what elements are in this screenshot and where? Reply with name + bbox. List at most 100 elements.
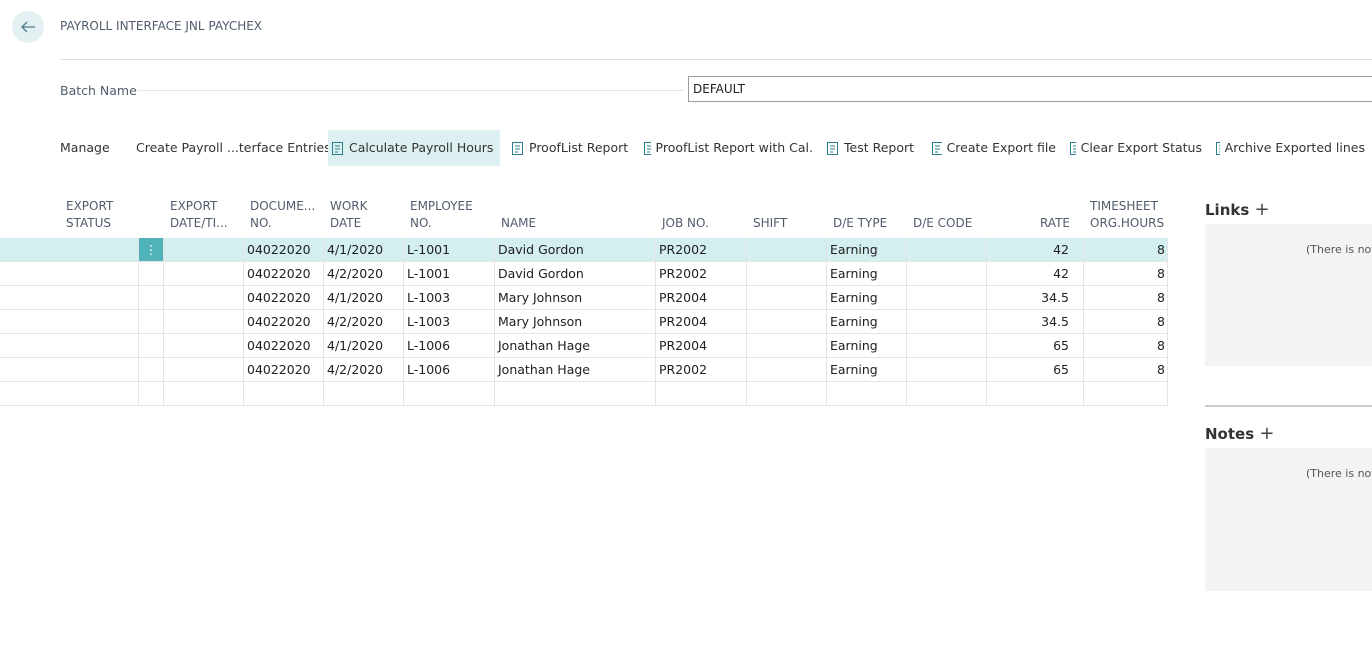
table-cell: Earning	[827, 310, 907, 334]
notes-title-text: Notes	[1205, 425, 1255, 443]
action-button[interactable]: Manage	[60, 130, 120, 166]
page-title: PAYROLL INTERFACE JNL PAYCHEX	[60, 19, 263, 33]
table-cell: 65	[987, 334, 1084, 358]
column-header[interactable]: D/E CODE	[913, 216, 973, 230]
row-selector[interactable]	[0, 382, 60, 406]
row-selector[interactable]	[0, 334, 60, 358]
action-icon	[512, 141, 523, 155]
column-header[interactable]: WORK	[330, 199, 368, 213]
table-cell: 4/2/2020	[324, 262, 404, 286]
action-button[interactable]: Clear Export Status	[1066, 130, 1202, 166]
action-label: Create Export file	[946, 140, 1056, 155]
table-cell	[139, 358, 164, 382]
action-button[interactable]: Create Export file	[928, 130, 1056, 166]
action-label: Clear Export Status	[1080, 140, 1202, 155]
table-cell	[907, 334, 987, 358]
table-cell: 4/2/2020	[324, 310, 404, 334]
table-cell	[60, 334, 139, 358]
table-cell	[139, 286, 164, 310]
table-cell	[656, 382, 747, 406]
action-label: Calculate Payroll Hours	[349, 140, 494, 155]
action-button[interactable]: Test Report	[823, 130, 921, 166]
action-icon	[1070, 141, 1076, 155]
table-cell	[60, 286, 139, 310]
column-header[interactable]: RATE	[1039, 216, 1070, 230]
table-cell: Earning	[827, 334, 907, 358]
table-cell	[139, 382, 164, 406]
table-cell	[907, 310, 987, 334]
column-header[interactable]: NO.	[250, 216, 272, 230]
table-cell: PR2002	[656, 238, 747, 262]
table-cell	[164, 310, 244, 334]
back-button[interactable]	[12, 11, 44, 43]
table-cell: 04022020	[244, 262, 324, 286]
batch-label: Batch Name	[60, 83, 137, 98]
action-icon	[932, 141, 942, 155]
table-cell	[60, 262, 139, 286]
table-cell	[495, 382, 656, 406]
table-cell: 65	[987, 358, 1084, 382]
action-button[interactable]: ProofList Report with Cal.	[640, 130, 813, 166]
column-header[interactable]: DOCUME...	[250, 199, 316, 213]
table-cell: 8	[1084, 334, 1168, 358]
row-selector[interactable]	[0, 310, 60, 334]
action-label: Manage	[60, 140, 110, 155]
links-empty: (There is noth	[1306, 243, 1372, 256]
table-cell: Mary Johnson	[495, 286, 656, 310]
action-label: ProofList Report with Cal.	[655, 140, 813, 155]
table-cell	[747, 286, 827, 310]
table-cell	[139, 334, 164, 358]
column-header[interactable]: JOB NO.	[662, 216, 709, 230]
batch-input[interactable]: DEFAULT	[688, 76, 1372, 102]
row-selector[interactable]	[0, 238, 60, 262]
column-header[interactable]: D/E TYPE	[833, 216, 888, 230]
table-cell	[139, 310, 164, 334]
table-cell	[1084, 382, 1168, 406]
action-label: ProofList Report	[529, 140, 629, 155]
table-cell	[324, 382, 404, 406]
table-cell: Jonathan Hage	[495, 358, 656, 382]
column-header[interactable]: TIMESHEET	[1090, 199, 1158, 213]
action-icon	[1216, 141, 1220, 155]
table-cell: Earning	[827, 262, 907, 286]
row-selector[interactable]	[0, 286, 60, 310]
table-cell: Earning	[827, 358, 907, 382]
table-cell	[60, 310, 139, 334]
table-cell	[907, 358, 987, 382]
row-selector[interactable]	[0, 358, 60, 382]
action-label: Test Report	[844, 140, 915, 155]
column-header[interactable]: STATUS	[66, 216, 112, 230]
add-icon[interactable]: +	[1259, 423, 1275, 444]
action-button[interactable]: Archive Exported lines	[1212, 130, 1365, 166]
table-cell: L-1006	[404, 334, 495, 358]
column-header[interactable]: SHIFT	[753, 216, 788, 230]
column-header[interactable]: EXPORT	[66, 199, 114, 213]
table-cell	[60, 382, 139, 406]
table-cell: L-1006	[404, 358, 495, 382]
action-button[interactable]: Calculate Payroll Hours	[328, 130, 500, 166]
action-button[interactable]: Create Payroll ...terface Entries	[128, 130, 331, 166]
column-header[interactable]: DATE	[330, 216, 362, 230]
table-cell	[747, 262, 827, 286]
column-header[interactable]: EXPORT	[170, 199, 218, 213]
action-icon	[332, 141, 343, 155]
column-header[interactable]: NAME	[501, 216, 537, 230]
notes-box	[1205, 448, 1372, 591]
notes-title: Notes +	[1205, 423, 1274, 444]
row-selector[interactable]	[0, 262, 60, 286]
column-header[interactable]: DATE/TI...	[170, 216, 228, 230]
table-cell: 8	[1084, 310, 1168, 334]
table-cell: 42	[987, 238, 1084, 262]
column-header[interactable]: EMPLOYEE	[410, 199, 473, 213]
column-header[interactable]: NO.	[410, 216, 432, 230]
add-icon[interactable]: +	[1254, 199, 1270, 220]
links-title-text: Links	[1205, 201, 1250, 219]
table-cell[interactable]: ⋮	[139, 238, 164, 262]
table-cell	[60, 358, 139, 382]
table-cell: 8	[1084, 286, 1168, 310]
table-cell: L-1003	[404, 286, 495, 310]
action-button[interactable]: ProofList Report	[508, 130, 631, 166]
divider	[60, 59, 1372, 60]
column-header[interactable]: ORG.HOURS	[1090, 216, 1165, 230]
